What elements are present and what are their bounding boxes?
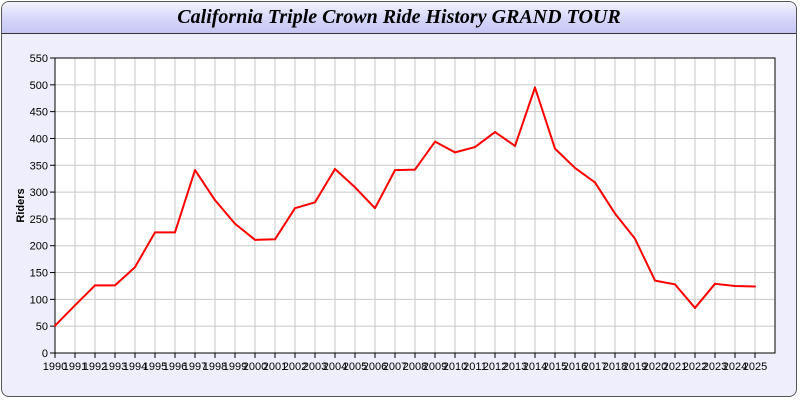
x-tick-label: 2016 — [563, 361, 587, 373]
y-tick-label: 100 — [30, 294, 48, 306]
data-point — [694, 306, 696, 309]
y-tick-label: 150 — [30, 268, 48, 280]
x-tick-label: 1998 — [203, 361, 227, 373]
x-tick-label: 2018 — [603, 361, 627, 373]
data-point — [474, 146, 476, 149]
y-axis-label: Riders — [15, 188, 27, 222]
data-point — [394, 169, 396, 172]
x-tick-label: 2005 — [343, 361, 367, 373]
x-tick-label: 2011 — [463, 361, 487, 373]
x-tick-label: 2002 — [283, 361, 307, 373]
data-point — [194, 169, 196, 172]
x-tick-label: 1997 — [183, 361, 207, 373]
x-tick-label: 2004 — [323, 361, 347, 373]
data-point — [74, 304, 76, 307]
x-tick-label: 1990 — [43, 361, 67, 373]
x-tick-label: 2006 — [363, 361, 387, 373]
data-point — [554, 147, 556, 150]
data-point — [114, 284, 116, 287]
x-tick-label: 2008 — [403, 361, 427, 373]
data-point — [234, 222, 236, 225]
data-point — [574, 166, 576, 169]
x-tick-label: 2025 — [743, 361, 767, 373]
data-point — [214, 199, 216, 202]
x-tick-label: 2020 — [643, 361, 667, 373]
y-tick-label: 0 — [42, 348, 48, 360]
x-tick-label: 1993 — [103, 361, 127, 373]
y-tick-label: 350 — [30, 160, 48, 172]
data-point — [674, 283, 676, 286]
data-point — [514, 144, 516, 147]
y-tick-label: 250 — [30, 214, 48, 226]
data-point — [154, 231, 156, 234]
x-tick-label: 2023 — [703, 361, 727, 373]
data-point — [354, 186, 356, 189]
data-point — [374, 207, 376, 210]
x-tick-label: 2022 — [683, 361, 707, 373]
data-point — [634, 237, 636, 240]
data-point — [614, 212, 616, 215]
x-tick-label: 2021 — [663, 361, 687, 373]
x-tick-label: 2010 — [443, 361, 467, 373]
y-tick-label: 500 — [30, 80, 48, 92]
x-tick-label: 2017 — [583, 361, 607, 373]
data-point — [134, 266, 136, 269]
data-point — [174, 231, 176, 234]
data-point — [274, 238, 276, 241]
y-tick-label: 300 — [30, 187, 48, 199]
data-point — [254, 238, 256, 241]
x-tick-label: 2014 — [523, 361, 547, 373]
x-tick-label: 2001 — [263, 361, 287, 373]
x-tick-label: 2024 — [723, 361, 747, 373]
data-point — [294, 207, 296, 210]
data-point — [314, 201, 316, 204]
data-point — [654, 279, 656, 282]
data-point — [334, 168, 336, 171]
y-tick-label: 200 — [30, 241, 48, 253]
x-tick-label: 1995 — [143, 361, 167, 373]
x-tick-label: 1999 — [223, 361, 247, 373]
x-tick-label: 1991 — [63, 361, 87, 373]
x-tick-label: 2019 — [623, 361, 647, 373]
data-point — [414, 168, 416, 171]
data-point — [54, 324, 56, 327]
x-tick-label: 2015 — [543, 361, 567, 373]
y-tick-label: 50 — [36, 321, 48, 333]
x-tick-label: 2009 — [423, 361, 447, 373]
data-point — [754, 285, 756, 288]
x-tick-label: 2013 — [503, 361, 527, 373]
series-line — [54, 86, 756, 327]
x-tick-label: 2000 — [243, 361, 267, 373]
x-tick-label: 2012 — [483, 361, 507, 373]
data-point — [494, 131, 496, 134]
x-tick-label: 2007 — [383, 361, 407, 373]
x-tick-label: 1996 — [163, 361, 187, 373]
data-point — [714, 282, 716, 285]
title-bar: California Triple Crown Ride History GRA… — [2, 2, 796, 34]
y-tick-label: 400 — [30, 133, 48, 145]
data-point — [94, 284, 96, 287]
data-point — [454, 151, 456, 154]
y-tick-label: 550 — [30, 53, 48, 65]
x-tick-label: 1994 — [123, 361, 147, 373]
data-point — [434, 140, 436, 143]
x-tick-label: 1992 — [83, 361, 107, 373]
chart-title: California Triple Crown Ride History GRA… — [177, 6, 621, 28]
y-tick-label: 450 — [30, 107, 48, 119]
x-tick-label: 2003 — [303, 361, 327, 373]
data-point — [594, 181, 596, 184]
data-point — [534, 86, 536, 89]
plot-border — [54, 57, 776, 354]
data-point — [734, 284, 736, 287]
